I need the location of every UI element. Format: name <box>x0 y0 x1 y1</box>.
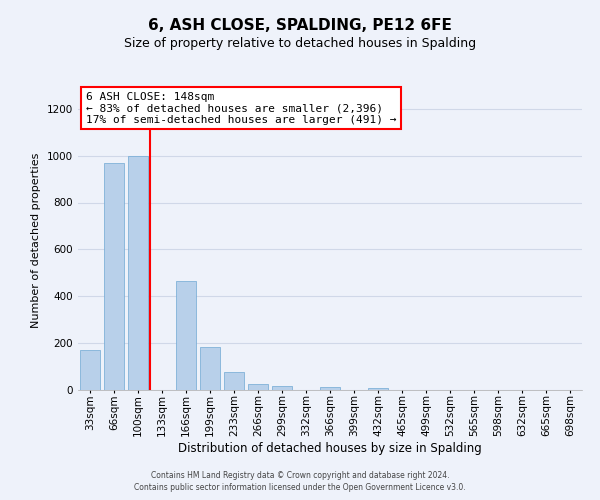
Bar <box>368 388 388 390</box>
Bar <box>224 372 244 390</box>
Bar <box>272 386 292 390</box>
Bar <box>80 350 100 390</box>
Bar <box>320 387 340 390</box>
Bar <box>248 384 268 390</box>
Bar <box>176 281 196 390</box>
Y-axis label: Number of detached properties: Number of detached properties <box>31 152 41 328</box>
Text: Contains HM Land Registry data © Crown copyright and database right 2024.: Contains HM Land Registry data © Crown c… <box>151 471 449 480</box>
Text: 6 ASH CLOSE: 148sqm
← 83% of detached houses are smaller (2,396)
17% of semi-det: 6 ASH CLOSE: 148sqm ← 83% of detached ho… <box>86 92 396 124</box>
Bar <box>128 156 148 390</box>
Bar <box>104 162 124 390</box>
Text: Size of property relative to detached houses in Spalding: Size of property relative to detached ho… <box>124 38 476 51</box>
Bar <box>200 346 220 390</box>
X-axis label: Distribution of detached houses by size in Spalding: Distribution of detached houses by size … <box>178 442 482 455</box>
Text: Contains public sector information licensed under the Open Government Licence v3: Contains public sector information licen… <box>134 484 466 492</box>
Text: 6, ASH CLOSE, SPALDING, PE12 6FE: 6, ASH CLOSE, SPALDING, PE12 6FE <box>148 18 452 32</box>
